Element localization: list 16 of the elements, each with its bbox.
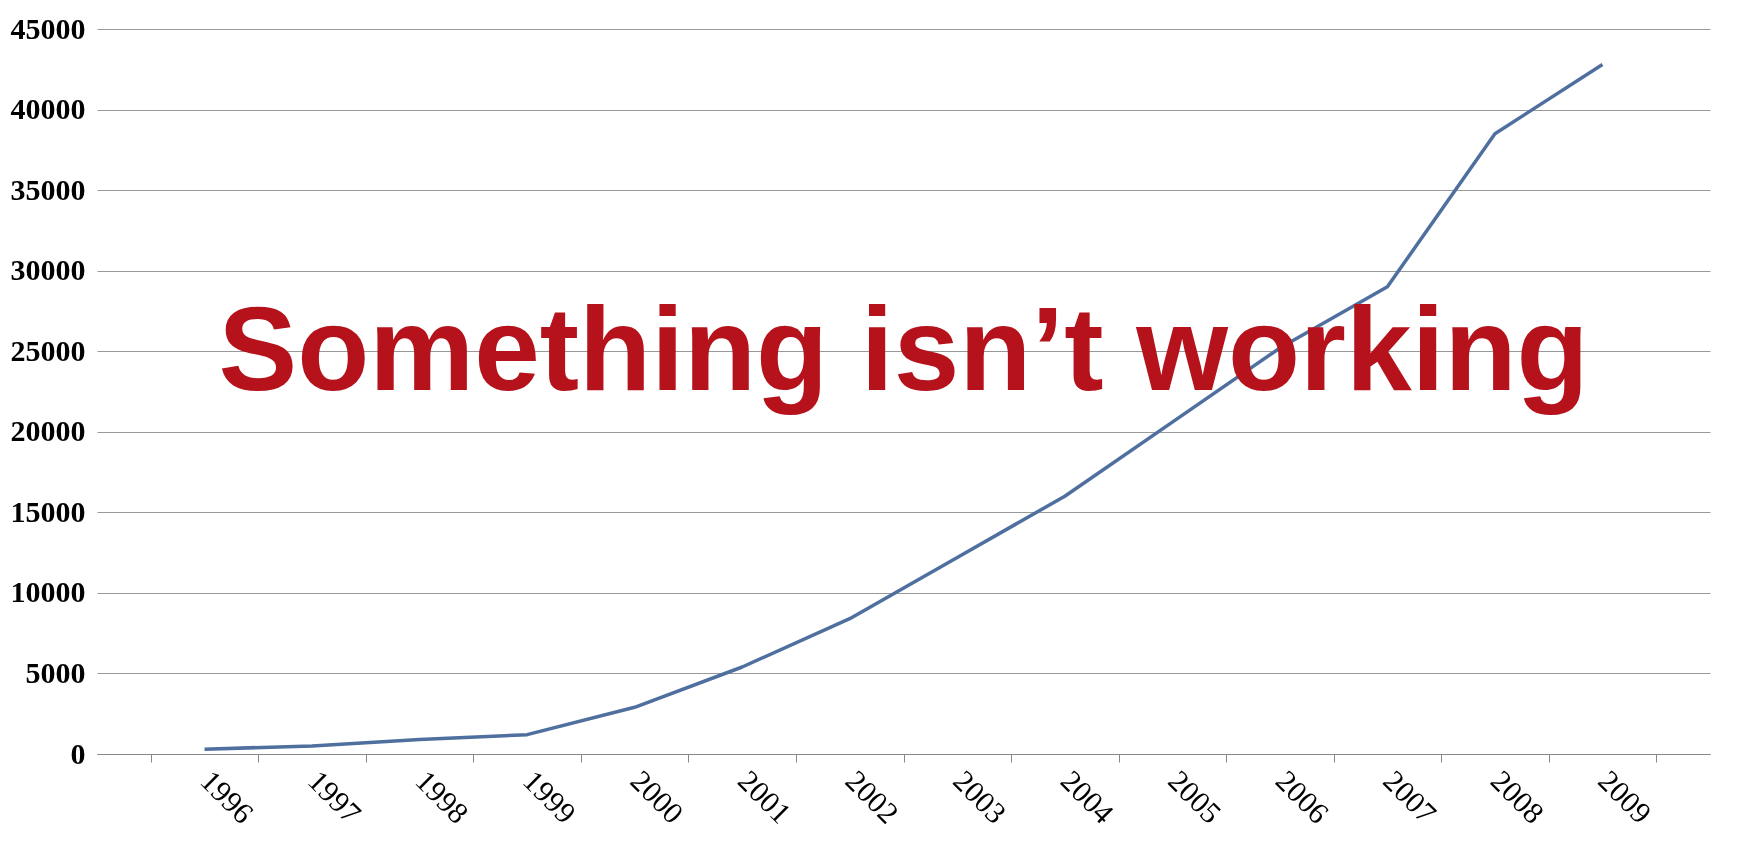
y-tick-label: 45000: [10, 11, 86, 45]
y-tick-label: 10000: [10, 575, 86, 609]
y-tick-label: 25000: [10, 333, 86, 367]
x-tick-label: 1997: [301, 763, 368, 830]
y-tick-label: 30000: [10, 253, 86, 287]
line-series: [202, 62, 1605, 751]
y-tick-label: 0: [70, 736, 86, 770]
y-tick-label: 20000: [10, 414, 86, 448]
y-tick-label: 5000: [25, 655, 86, 689]
x-tick-label: 2007: [1377, 763, 1444, 830]
y-tick-label: 35000: [10, 172, 86, 206]
y-tick-label: 40000: [10, 92, 86, 126]
y-tick-label: 15000: [10, 494, 86, 528]
x-tick-label: 1996: [194, 763, 261, 830]
x-tick-label: 1999: [517, 763, 583, 830]
x-tick-label: 1998: [409, 763, 476, 830]
